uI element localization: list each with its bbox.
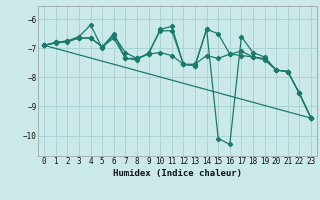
X-axis label: Humidex (Indice chaleur): Humidex (Indice chaleur) <box>113 169 242 178</box>
